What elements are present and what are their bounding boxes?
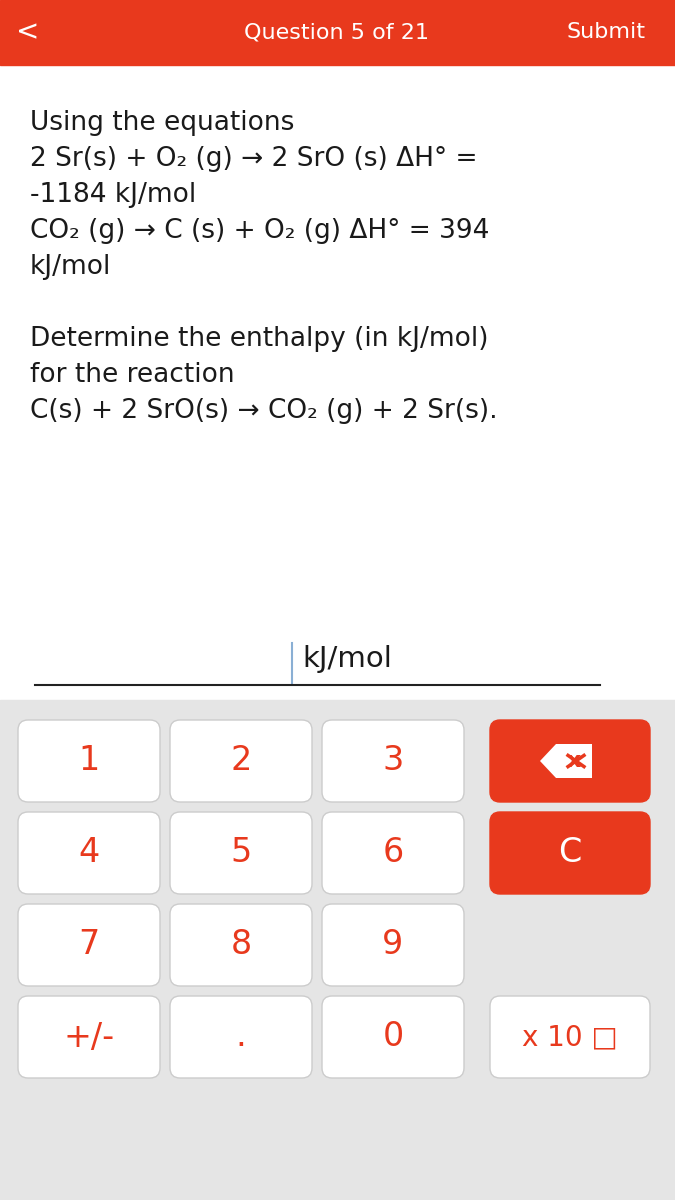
FancyBboxPatch shape	[322, 812, 464, 894]
FancyBboxPatch shape	[170, 996, 312, 1078]
Text: +/-: +/-	[63, 1020, 115, 1054]
Polygon shape	[540, 744, 592, 778]
FancyBboxPatch shape	[490, 720, 650, 802]
Text: C(s) + 2 SrO(s) → CO₂ (g) + 2 Sr(s).: C(s) + 2 SrO(s) → CO₂ (g) + 2 Sr(s).	[30, 398, 497, 424]
FancyBboxPatch shape	[170, 904, 312, 986]
Text: 4: 4	[78, 836, 100, 870]
Text: 9: 9	[382, 929, 404, 961]
Text: 3: 3	[382, 744, 404, 778]
FancyBboxPatch shape	[18, 996, 160, 1078]
Text: x 10 □: x 10 □	[522, 1022, 618, 1051]
FancyBboxPatch shape	[322, 720, 464, 802]
Text: 0: 0	[382, 1020, 404, 1054]
Text: for the reaction: for the reaction	[30, 362, 235, 388]
FancyBboxPatch shape	[18, 720, 160, 802]
FancyBboxPatch shape	[490, 996, 650, 1078]
Text: Question 5 of 21: Question 5 of 21	[244, 23, 429, 42]
FancyBboxPatch shape	[322, 996, 464, 1078]
Text: -1184 kJ/mol: -1184 kJ/mol	[30, 182, 196, 208]
Text: x: x	[567, 751, 581, 770]
Text: Submit: Submit	[566, 23, 645, 42]
Text: kJ/mol: kJ/mol	[302, 646, 392, 673]
FancyBboxPatch shape	[490, 812, 650, 894]
FancyBboxPatch shape	[170, 720, 312, 802]
Polygon shape	[551, 748, 589, 774]
Text: 2: 2	[230, 744, 252, 778]
Text: 5: 5	[230, 836, 252, 870]
Text: 2 Sr(s) + O₂ (g) → 2 SrO (s) ΔH° =: 2 Sr(s) + O₂ (g) → 2 SrO (s) ΔH° =	[30, 146, 477, 172]
Bar	[0, 700, 675, 1200]
Text: <: <	[16, 18, 40, 47]
Text: Determine the enthalpy (in kJ/mol): Determine the enthalpy (in kJ/mol)	[30, 326, 489, 352]
Text: 6: 6	[382, 836, 404, 870]
Text: 1: 1	[78, 744, 100, 778]
Text: C: C	[558, 836, 582, 870]
Text: 7: 7	[78, 929, 100, 961]
Text: Using the equations: Using the equations	[30, 110, 294, 136]
FancyBboxPatch shape	[170, 812, 312, 894]
Text: 8: 8	[230, 929, 252, 961]
FancyBboxPatch shape	[18, 812, 160, 894]
FancyBboxPatch shape	[18, 904, 160, 986]
Text: kJ/mol: kJ/mol	[30, 254, 111, 280]
Text: CO₂ (g) → C (s) + O₂ (g) ΔH° = 394: CO₂ (g) → C (s) + O₂ (g) ΔH° = 394	[30, 218, 489, 244]
Bar	[0, 0, 675, 65]
Text: .: .	[236, 1020, 246, 1054]
FancyBboxPatch shape	[322, 904, 464, 986]
